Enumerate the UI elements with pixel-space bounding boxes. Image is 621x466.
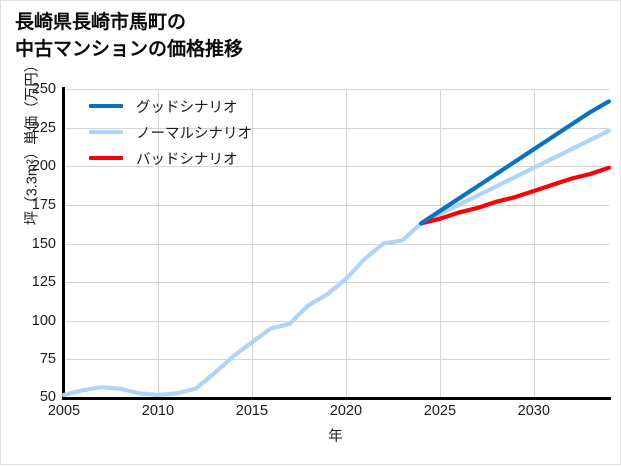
gridline-y-75: [64, 359, 609, 361]
page-title: 長崎県長崎市馬町の 中古マンションの価格推移: [15, 12, 244, 60]
gridline-x-2020: [345, 89, 347, 398]
legend-item-good[interactable]: グッドシナリオ: [89, 93, 319, 119]
gridline-y-225: [64, 127, 609, 129]
gridline-y-175: [64, 204, 609, 206]
series-line-normal: [61, 128, 612, 398]
y-axis-line: [62, 87, 65, 400]
legend-label-good: グッドシナリオ: [136, 99, 238, 116]
gridline-x-2030: [533, 89, 535, 398]
legend-swatch-normal-icon: [89, 130, 123, 134]
x-axis-label: 年: [328, 429, 343, 445]
legend-item-normal[interactable]: ノーマルシナリオ: [89, 119, 319, 145]
gridline-y-150: [64, 243, 609, 245]
gridline-y-100: [64, 320, 609, 322]
gridline-x-2015: [251, 89, 253, 398]
legend-swatch-bad-icon: [89, 156, 123, 160]
series-line-good: [418, 99, 612, 226]
gridline-y-250: [64, 89, 609, 90]
gridline-y-200: [64, 166, 609, 168]
legend: グッドシナリオ ノーマルシナリオ バッドシナリオ: [89, 93, 319, 171]
series-lines: [61, 99, 612, 398]
legend-label-bad: バッドシナリオ: [136, 151, 238, 168]
legend-item-bad[interactable]: バッドシナリオ: [89, 145, 319, 171]
legend-label-normal: ノーマルシナリオ: [136, 125, 252, 142]
gridline-x-2010: [157, 89, 159, 398]
x-axis-line: [62, 397, 611, 400]
gridline-y-125: [64, 282, 609, 284]
series-line-bad: [418, 165, 612, 226]
gridline-x-2025: [439, 89, 441, 398]
legend-swatch-good-icon: [89, 104, 123, 108]
